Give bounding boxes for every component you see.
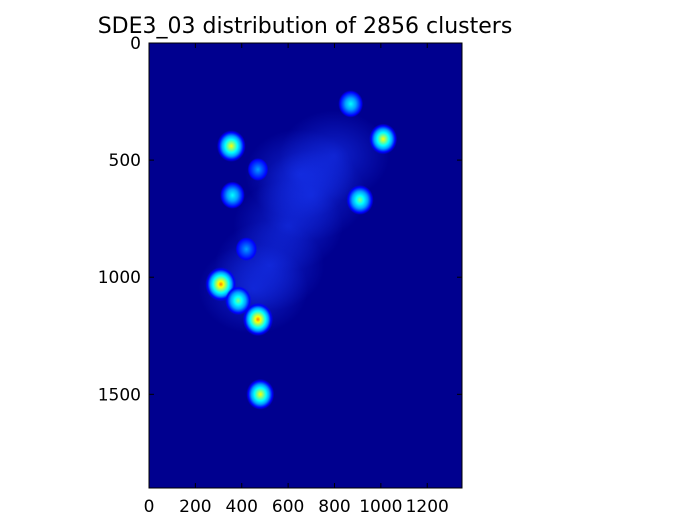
heatmap-hotspot: [225, 286, 252, 316]
heatmap-hotspot: [235, 237, 258, 261]
x-tick-label: 0: [144, 497, 155, 517]
plot-frame: [148, 42, 463, 489]
y-tick-label: 500: [109, 151, 141, 171]
diffuse-region: [198, 243, 309, 334]
y-tick-label: 0: [130, 34, 141, 54]
heatmap-hotspot: [338, 90, 364, 118]
x-tick-label: 1200: [406, 497, 449, 517]
x-tick-label: 600: [272, 497, 304, 517]
heatmap-hotspot: [369, 123, 398, 155]
x-tick-label: 800: [318, 497, 350, 517]
chart-title: SDE3_03 distribution of 2856 clusters: [98, 14, 513, 39]
x-tick-label: 1000: [359, 497, 402, 517]
heatmap-layer: [198, 90, 398, 410]
x-tick-label: 200: [179, 497, 211, 517]
x-tick-label: 400: [226, 497, 258, 517]
heatmap-hotspot: [216, 130, 246, 162]
heatmap-hotspot: [220, 181, 245, 209]
y-tick-label: 1000: [98, 268, 141, 288]
heatmap-hotspot: [346, 184, 374, 215]
y-tick-label: 1500: [98, 385, 141, 405]
heatmap-hotspot: [247, 158, 269, 181]
diffuse-region: [256, 150, 367, 241]
heatmap-hotspot: [242, 302, 274, 337]
heatmap-hotspot: [246, 378, 275, 410]
y-axis: 0 500 1000 1500: [98, 34, 462, 405]
x-axis: 0 200 400 600 800 1000 1200: [144, 43, 449, 517]
